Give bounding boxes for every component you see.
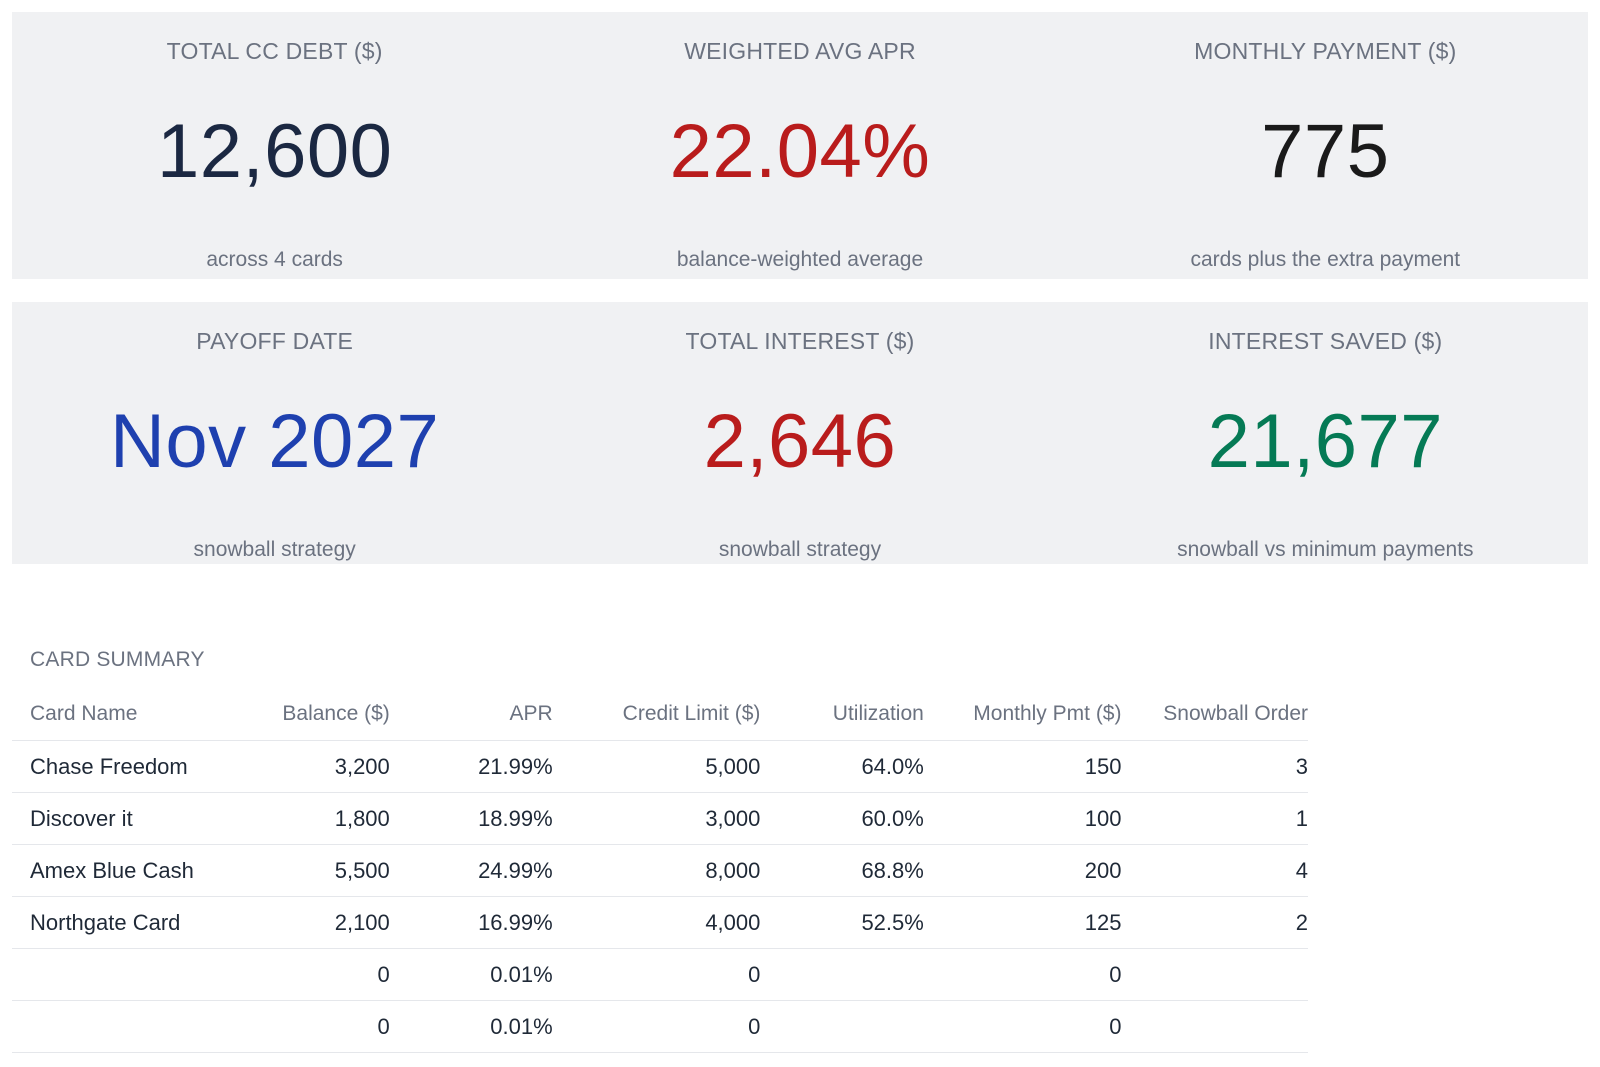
cell-apr: 0.01%	[389, 948, 553, 1001]
kpi-label: WEIGHTED AVG APR	[684, 38, 916, 64]
cell-credit-limit: 0	[552, 1000, 761, 1053]
column-header-apr[interactable]: APR	[389, 688, 553, 741]
card-name-text: Chase Freedom	[30, 754, 188, 780]
cell-balance: 5,500	[267, 844, 390, 897]
cell-card-name: Chase Freedom	[12, 740, 268, 793]
kpi-label: TOTAL CC DEBT ($)	[166, 38, 383, 64]
cell-utilization: 60.0%	[760, 792, 924, 845]
kpi-card-monthly-payment: MONTHLY PAYMENT ($) 775 cards plus the e…	[1063, 12, 1588, 279]
cell-monthly-pmt: 150	[923, 740, 1122, 793]
kpi-value: Nov 2027	[109, 399, 440, 484]
cell-balance: 3,200	[267, 740, 390, 793]
kpi-label: INTEREST SAVED ($)	[1208, 328, 1443, 354]
kpi-value: 775	[1261, 109, 1390, 194]
cell-balance: 0	[267, 948, 390, 1001]
kpi-subtitle: snowball vs minimum payments	[1177, 538, 1474, 561]
table-row[interactable]: Amex Blue Cash 5,500 24.99% 8,000 68.8% 200 4	[12, 844, 1308, 897]
column-header-utilization[interactable]: Utilization	[760, 688, 924, 741]
cell-credit-limit: 5,000	[552, 740, 761, 793]
cell-utilization: 68.8%	[760, 844, 924, 897]
cell-credit-limit: 0	[552, 948, 761, 1001]
table-body: Chase Freedom 3,200 21.99% 5,000 64.0% 150 3 Di…	[12, 740, 1308, 1053]
kpi-subtitle: snowball strategy	[718, 538, 882, 561]
cell-monthly-pmt: 200	[923, 844, 1122, 897]
cell-snowball-order: 3	[1121, 740, 1308, 793]
cell-card-name	[12, 1000, 268, 1053]
cell-apr: 16.99%	[389, 896, 553, 949]
cell-card-name: Amex Blue Cash	[12, 844, 268, 897]
card-summary-table: Card Name Balance ($) APR Credit Limit (…	[12, 688, 1308, 1053]
column-header-credit-limit[interactable]: Credit Limit ($)	[552, 688, 761, 741]
cell-card-name	[12, 948, 268, 1001]
cell-apr: 0.01%	[389, 1000, 553, 1053]
cell-card-name: Discover it	[12, 792, 268, 845]
cell-monthly-pmt: 125	[923, 896, 1122, 949]
kpi-row-2: PAYOFF DATE Nov 2027 snowball strategy T…	[12, 302, 1588, 564]
column-header-monthly-pmt[interactable]: Monthly Pmt ($)	[923, 688, 1122, 741]
table-row[interactable]: Northgate Card 2,100 16.99% 4,000 52.5% 125 2	[12, 896, 1308, 949]
cell-balance: 1,800	[267, 792, 390, 845]
kpi-label: PAYOFF DATE	[196, 328, 354, 354]
cell-balance: 0	[267, 1000, 390, 1053]
kpi-subtitle: snowball strategy	[193, 538, 356, 561]
kpi-subtitle: balance-weighted average	[676, 248, 924, 271]
card-name-text: Northgate Card	[30, 910, 181, 936]
cell-snowball-order: 2	[1121, 896, 1308, 949]
cell-utilization: 52.5%	[760, 896, 924, 949]
kpi-value: 22.04%	[669, 109, 931, 194]
table-row[interactable]: 0 0.01% 0 0	[12, 1000, 1308, 1053]
table-row[interactable]: Discover it 1,800 18.99% 3,000 60.0% 100 1	[12, 792, 1308, 845]
column-header-snowball-order[interactable]: Snowball Order	[1121, 688, 1308, 741]
table-row[interactable]: Chase Freedom 3,200 21.99% 5,000 64.0% 150 3	[12, 740, 1308, 793]
cell-utilization: 64.0%	[760, 740, 924, 793]
column-header-card-name[interactable]: Card Name	[12, 688, 268, 741]
cell-monthly-pmt: 100	[923, 792, 1122, 845]
kpi-value: 12,600	[156, 109, 393, 194]
kpi-card-weighted-apr: WEIGHTED AVG APR 22.04% balance-weighted…	[537, 12, 1062, 279]
section-title-card-summary: CARD SUMMARY	[30, 648, 205, 671]
kpi-card-total-interest: TOTAL INTEREST ($) 2,646 snowball strate…	[537, 302, 1062, 564]
table-header-row: Card Name Balance ($) APR Credit Limit (…	[12, 688, 1308, 741]
cell-snowball-order	[1121, 948, 1308, 1001]
cell-apr: 18.99%	[389, 792, 553, 845]
cell-snowball-order: 1	[1121, 792, 1308, 845]
kpi-card-total-debt: TOTAL CC DEBT ($) 12,600 across 4 cards	[12, 12, 537, 279]
card-name-text: Discover it	[30, 806, 133, 832]
kpi-label: MONTHLY PAYMENT ($)	[1194, 38, 1457, 64]
cell-monthly-pmt: 0	[923, 948, 1122, 1001]
cell-monthly-pmt: 0	[923, 1000, 1122, 1053]
cell-credit-limit: 4,000	[552, 896, 761, 949]
kpi-label: TOTAL INTEREST ($)	[685, 328, 915, 354]
kpi-value: 21,677	[1207, 399, 1444, 484]
cell-card-name: Northgate Card	[12, 896, 268, 949]
cell-utilization	[760, 948, 924, 1001]
kpi-subtitle: cards plus the extra payment	[1190, 248, 1461, 271]
cell-credit-limit: 8,000	[552, 844, 761, 897]
cell-utilization	[760, 1000, 924, 1053]
cell-balance: 2,100	[267, 896, 390, 949]
cell-apr: 24.99%	[389, 844, 553, 897]
kpi-row-1: TOTAL CC DEBT ($) 12,600 across 4 cards …	[12, 12, 1588, 279]
cell-apr: 21.99%	[389, 740, 553, 793]
column-header-balance[interactable]: Balance ($)	[267, 688, 390, 741]
kpi-card-interest-saved: INTEREST SAVED ($) 21,677 snowball vs mi…	[1063, 302, 1588, 564]
cell-credit-limit: 3,000	[552, 792, 761, 845]
kpi-card-payoff-date: PAYOFF DATE Nov 2027 snowball strategy	[12, 302, 537, 564]
card-name-text: Amex Blue Cash	[30, 858, 194, 884]
kpi-subtitle: across 4 cards	[206, 248, 343, 271]
table-row[interactable]: 0 0.01% 0 0	[12, 948, 1308, 1001]
cell-snowball-order	[1121, 1000, 1308, 1053]
cell-snowball-order: 4	[1121, 844, 1308, 897]
kpi-value: 2,646	[703, 399, 897, 484]
